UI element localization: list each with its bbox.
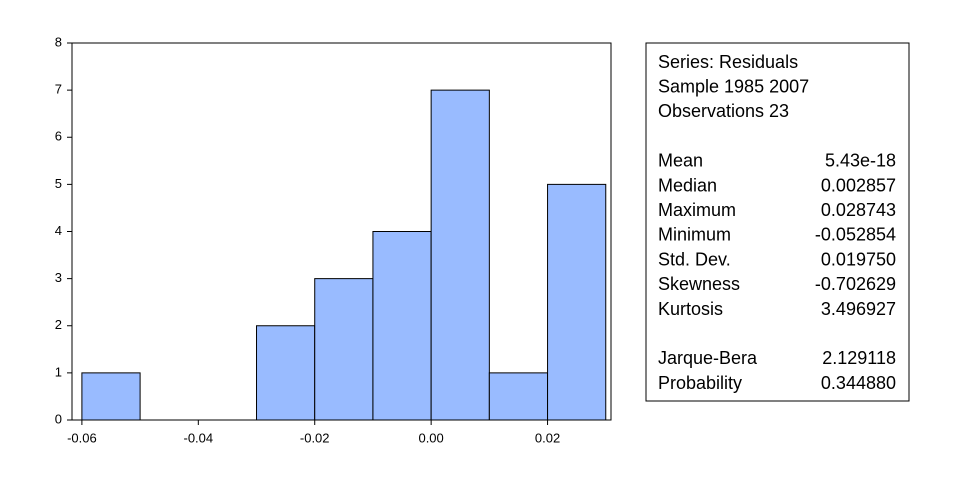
x-tick-label: 0.00 [418,430,443,445]
bar [81,372,141,421]
y-tick-label: 5 [55,176,62,191]
stat-label: Probability [658,373,742,393]
stat-value: -0.702629 [815,274,896,294]
bar [430,89,490,421]
stat-value: 2.129118 [822,348,896,368]
stats-box [645,42,910,402]
stat-value: 0.028743 [821,200,896,220]
y-tick-label: 2 [55,317,62,332]
stat-label: Jarque-Bera [658,348,758,368]
bar [488,372,549,421]
x-tick-label: -0.06 [67,430,97,445]
y-tick-label: 0 [55,411,62,426]
y-tick-label: 3 [55,270,62,285]
stats-header: Observations 23 [658,101,789,121]
y-tick-label: 7 [55,82,62,97]
stat-value: 3.496927 [821,299,896,319]
bar [547,183,607,421]
x-tick-label: 0.02 [535,430,560,445]
bar [314,278,374,421]
y-tick-label: 1 [55,364,62,379]
stat-label: Minimum [658,225,731,245]
x-tick-label: -0.04 [183,430,213,445]
bar [256,325,316,421]
y-tick-label: 8 [55,34,62,49]
y-tick-label: 4 [55,223,62,238]
x-tick-label: -0.02 [300,430,330,445]
stat-label: Mean [658,151,703,171]
stat-value: 0.019750 [821,249,896,269]
stat-value: -0.052854 [815,225,896,245]
stat-label: Kurtosis [658,299,723,319]
stat-label: Median [658,175,717,195]
stats-header: Sample 1985 2007 [658,76,809,96]
stat-label: Skewness [658,274,740,294]
stats-header: Series: Residuals [658,52,798,72]
stat-label: Std. Dev. [658,249,731,269]
y-tick-label: 6 [55,129,62,144]
stat-value: 5.43e-18 [825,151,896,171]
bar [372,231,432,421]
stat-value: 0.002857 [821,175,896,195]
stat-value: 0.344880 [821,373,896,393]
stat-label: Maximum [658,200,736,220]
